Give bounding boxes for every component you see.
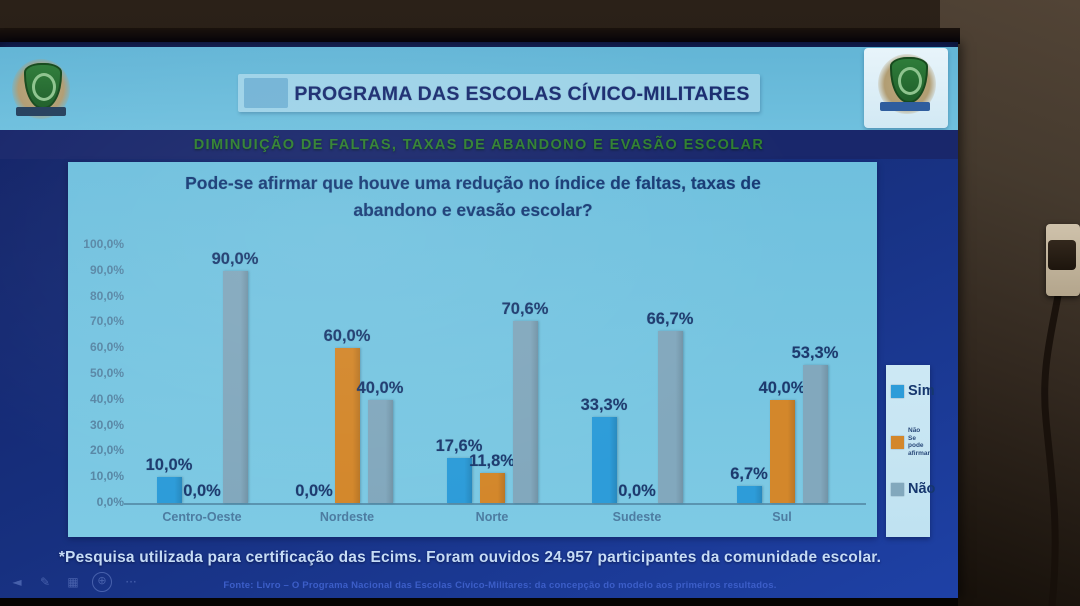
y-axis-tick-label: 70,0% [89,314,124,329]
crest-wreath-icon [32,73,56,101]
bar [736,485,762,503]
legend-swatch-sim [891,384,904,398]
y-axis-tick-label: 80,0% [89,288,124,303]
tv-bezel [0,28,960,44]
slide-header: PROGRAMA DAS ESCOLAS CÍVICO-MILITARES [0,47,958,130]
data-label: 66,7% [646,309,694,328]
tv-bezel-bottom [0,597,958,606]
legend-item-sim: Sim [891,383,935,399]
y-axis-tick-label: 50,0% [89,366,124,380]
data-label: 17,6% [435,436,483,455]
category-label: Norte [475,510,509,524]
right-crest-logo [864,48,948,128]
bar [479,472,505,503]
x-axis-line [124,503,866,505]
data-label: 0,0% [183,482,221,500]
chart-title: Pode-se afirmar que houve uma redução no… [185,173,761,220]
y-axis-tick-label: 0,0% [96,495,124,509]
bar [591,417,617,503]
more-options-icon[interactable]: ··· [125,575,137,589]
crest-banner [880,102,930,111]
page-title: PROGRAMA DAS ESCOLAS CÍVICO-MILITARES [294,83,750,105]
slide-body: Pode-se afirmar que houve uma redução no… [0,159,958,598]
power-cable [1041,266,1066,606]
bar [334,348,360,503]
y-axis-tick-label: 100,0% [83,237,124,251]
legend-item-nao-se-pode-afirmar: Não Se pode afirmar [891,427,930,457]
data-label: 90,0% [211,249,259,268]
category-label: Centro-Oeste [162,510,242,524]
data-label: 40,0% [356,378,404,397]
data-label: 11,8% [469,451,515,470]
title-bar: PROGRAMA DAS ESCOLAS CÍVICO-MILITARES [238,74,760,112]
y-axis-tick-label: 40,0% [89,391,124,406]
bar [769,399,795,503]
data-label: 33,3% [580,396,628,415]
previous-slide-icon[interactable]: ◄ [12,575,22,589]
data-label: 70,6% [501,299,549,318]
y-axis-tick-label: 20,0% [89,443,124,458]
source-text: Fonte: Livro – O Programa Nacional das E… [223,580,777,591]
legend-label-sim: Sim [908,383,935,399]
chart-legend: Sim Não Se pode afirmar Não [886,365,935,537]
section-title: DIMINUIÇÃO DE FALTAS, TAXAS DE ABANDONO … [193,136,765,153]
category-label: Nordeste [319,510,375,524]
zoom-icon[interactable]: ⊕ [92,572,112,592]
category-label: Sudeste [612,510,662,524]
y-axis-tick-label: 10,0% [89,469,124,484]
footnote-text: *Pesquisa utilizada para certificação da… [58,549,882,566]
power-plug [1048,240,1076,270]
chart-plot: Pode-se afirmar que houve uma redução no… [68,162,877,537]
section-band: DIMINUIÇÃO DE FALTAS, TAXAS DE ABANDONO … [0,130,958,159]
y-axis-tick-label: 60,0% [89,340,124,355]
legend-label-nao: Não [908,481,936,497]
bar [657,330,683,503]
tv-screen: PROGRAMA DAS ESCOLAS CÍVICO-MILITARES DI… [0,42,958,598]
legend-item-nao: Não [891,481,935,497]
bar [156,477,182,503]
data-label: 6,7% [730,464,768,483]
data-label: 10,0% [145,456,193,475]
power-outlet [1046,224,1080,296]
legend-swatch-nao-se-pode [891,435,904,449]
category-label: Sul [772,510,792,524]
bar [367,399,393,503]
bar [512,320,538,503]
data-label: 60,0% [323,327,371,346]
legend-swatch-nao [891,482,904,496]
see-all-slides-icon[interactable]: ▦ [67,575,79,589]
bar [222,270,248,503]
legend-label-nao-se-pode: Não Se pode afirmar [908,427,931,457]
title-bar-accent [244,78,288,108]
bar [446,457,472,503]
data-label: 40,0% [758,378,806,397]
slideshow-controls: ◄ ✎ ▦ ⊕ ··· [8,572,140,592]
crest-wreath-icon [898,67,922,95]
pen-icon[interactable]: ✎ [39,575,51,589]
data-label: 0,0% [295,482,333,500]
y-axis-tick-label: 90,0% [89,262,124,277]
bar [802,365,828,503]
data-label: 53,3% [791,344,839,363]
data-label: 0,0% [618,482,656,500]
left-crest-logo [8,57,78,127]
y-axis-tick-label: 30,0% [89,417,124,432]
crest-banner [16,107,66,116]
